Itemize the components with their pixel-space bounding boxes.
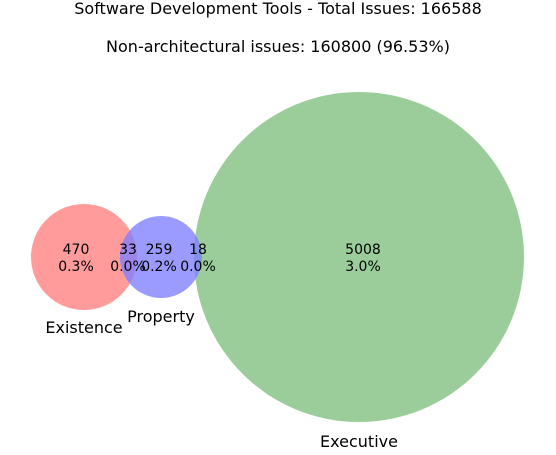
- existence-property-percent: 0.0%: [110, 259, 146, 275]
- executive-label: Executive: [320, 432, 398, 451]
- executive-only-percent: 3.0%: [345, 259, 381, 275]
- diagram-subtitle: Non-architectural issues: 160800 (96.53%…: [106, 37, 450, 56]
- property-executive-percent: 0.0%: [180, 259, 216, 275]
- executive-only-count: 5008: [345, 242, 381, 258]
- property-executive-count: 18: [189, 242, 207, 258]
- existence-only-count: 470: [63, 242, 90, 258]
- property-label: Property: [127, 307, 195, 326]
- existence-label: Existence: [45, 318, 122, 337]
- diagram-title: Software Development Tools - Total Issue…: [74, 0, 482, 18]
- executive-circle: [194, 92, 524, 422]
- existence-only-percent: 0.3%: [58, 259, 94, 275]
- existence-circle: [31, 204, 137, 310]
- property-only-percent: 0.2%: [141, 259, 177, 275]
- property-circle: [120, 216, 202, 298]
- existence-property-count: 33: [119, 242, 137, 258]
- property-only-count: 259: [146, 242, 173, 258]
